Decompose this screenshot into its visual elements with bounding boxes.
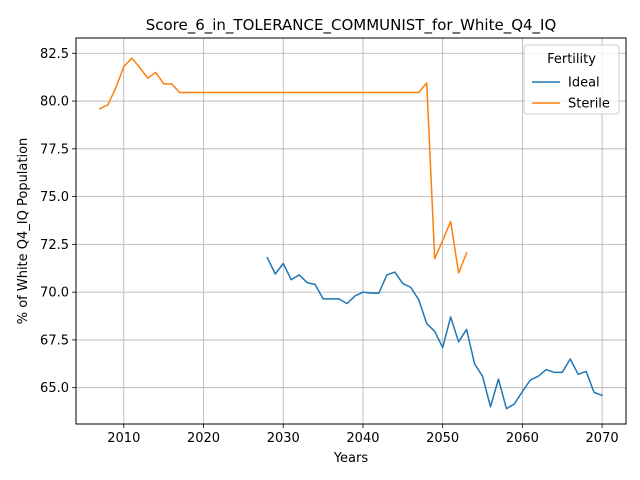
legend: Fertility Ideal Sterile: [523, 44, 620, 115]
x-axis-title: Years: [333, 451, 369, 466]
legend-box: [523, 44, 620, 115]
legend-title: Fertility: [547, 52, 596, 67]
y-tick-label: 75.0: [40, 190, 69, 205]
x-tick-label: 2010: [107, 431, 140, 446]
y-tick-label: 80.0: [40, 95, 69, 110]
y-tick-label: 77.5: [40, 142, 69, 157]
plot-frame: [75, 37, 627, 425]
x-tick-label: 2070: [586, 431, 619, 446]
y-axis-title: % of White Q4_IQ Population: [16, 138, 31, 325]
y-tick-label: 65.0: [40, 381, 69, 396]
legend-label-ideal: Ideal: [568, 76, 600, 91]
series-line-sterile: [98, 57, 468, 274]
x-tick-label: 2050: [426, 431, 459, 446]
x-tick-label: 2030: [267, 431, 300, 446]
y-tick-label: 70.0: [40, 286, 69, 301]
x-tick-label: 2040: [346, 431, 379, 446]
x-tick-label: 2020: [187, 431, 220, 446]
ticks: 2010 2020 2030 2040 2050 2060 2070 65.0 67.5 70.0…: [40, 47, 619, 446]
y-tick-label: 82.5: [40, 47, 69, 62]
series-line-ideal: [266, 256, 604, 410]
series-layer: [98, 57, 604, 410]
y-tick-label: 67.5: [40, 333, 69, 348]
legend-label-sterile: Sterile: [568, 97, 610, 112]
y-tick-label: 72.5: [40, 238, 69, 253]
x-tick-label: 2060: [506, 431, 539, 446]
chart-title: Score_6_in_TOLERANCE_COMMUNIST_for_White…: [146, 16, 557, 35]
